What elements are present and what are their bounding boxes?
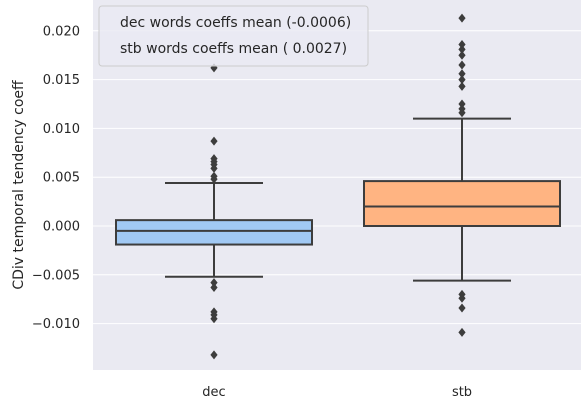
outlier-point bbox=[458, 50, 466, 60]
y-tick-label: 0.020 bbox=[43, 24, 80, 39]
x-tick-label-dec: dec bbox=[202, 385, 225, 400]
outlier-point bbox=[458, 293, 466, 303]
outlier-point bbox=[458, 60, 466, 70]
y-tick-label: −0.010 bbox=[32, 317, 80, 332]
outlier-point bbox=[458, 327, 466, 337]
outlier-point bbox=[210, 314, 218, 324]
outlier-point bbox=[210, 278, 218, 288]
y-tick-label: 0.005 bbox=[43, 171, 80, 186]
y-axis-label: CDiv temporal tendency coeff bbox=[11, 80, 27, 290]
outlier-point bbox=[458, 99, 466, 109]
outlier-point bbox=[458, 75, 466, 85]
outlier-point bbox=[458, 108, 466, 118]
outlier-point bbox=[458, 81, 466, 91]
outlier-point bbox=[458, 39, 466, 49]
outlier-point bbox=[210, 136, 218, 146]
y-tick-label: 0.015 bbox=[43, 73, 80, 88]
outlier-point bbox=[458, 69, 466, 79]
legend-entry-stb: stb words coeffs mean ( 0.0027) bbox=[120, 41, 347, 57]
box-group-stb bbox=[363, 13, 561, 337]
outlier-point bbox=[458, 44, 466, 54]
x-tick-labels: dec stb bbox=[202, 385, 472, 400]
outlier-point bbox=[210, 282, 218, 292]
y-tick-label: −0.005 bbox=[32, 268, 80, 283]
outlier-point bbox=[210, 174, 218, 184]
legend: dec words coeffs mean (-0.0006) stb word… bbox=[98, 5, 369, 67]
outlier-point bbox=[210, 350, 218, 360]
outlier-point bbox=[210, 163, 218, 173]
box-iqr bbox=[115, 219, 313, 246]
box-series bbox=[115, 13, 561, 360]
y-tick-labels: −0.010 −0.005 0.000 0.005 0.010 0.015 0.020 bbox=[32, 24, 80, 332]
outlier-point bbox=[458, 303, 466, 313]
box-group-dec bbox=[115, 63, 313, 360]
y-tick-label: 0.000 bbox=[43, 220, 80, 235]
x-tick-label-stb: stb bbox=[452, 385, 472, 400]
box-iqr bbox=[363, 180, 561, 228]
y-tick-label: 0.010 bbox=[43, 122, 80, 137]
legend-entry-dec: dec words coeffs mean (-0.0006) bbox=[120, 15, 351, 31]
outlier-point bbox=[458, 13, 466, 23]
legend-box bbox=[98, 5, 369, 67]
